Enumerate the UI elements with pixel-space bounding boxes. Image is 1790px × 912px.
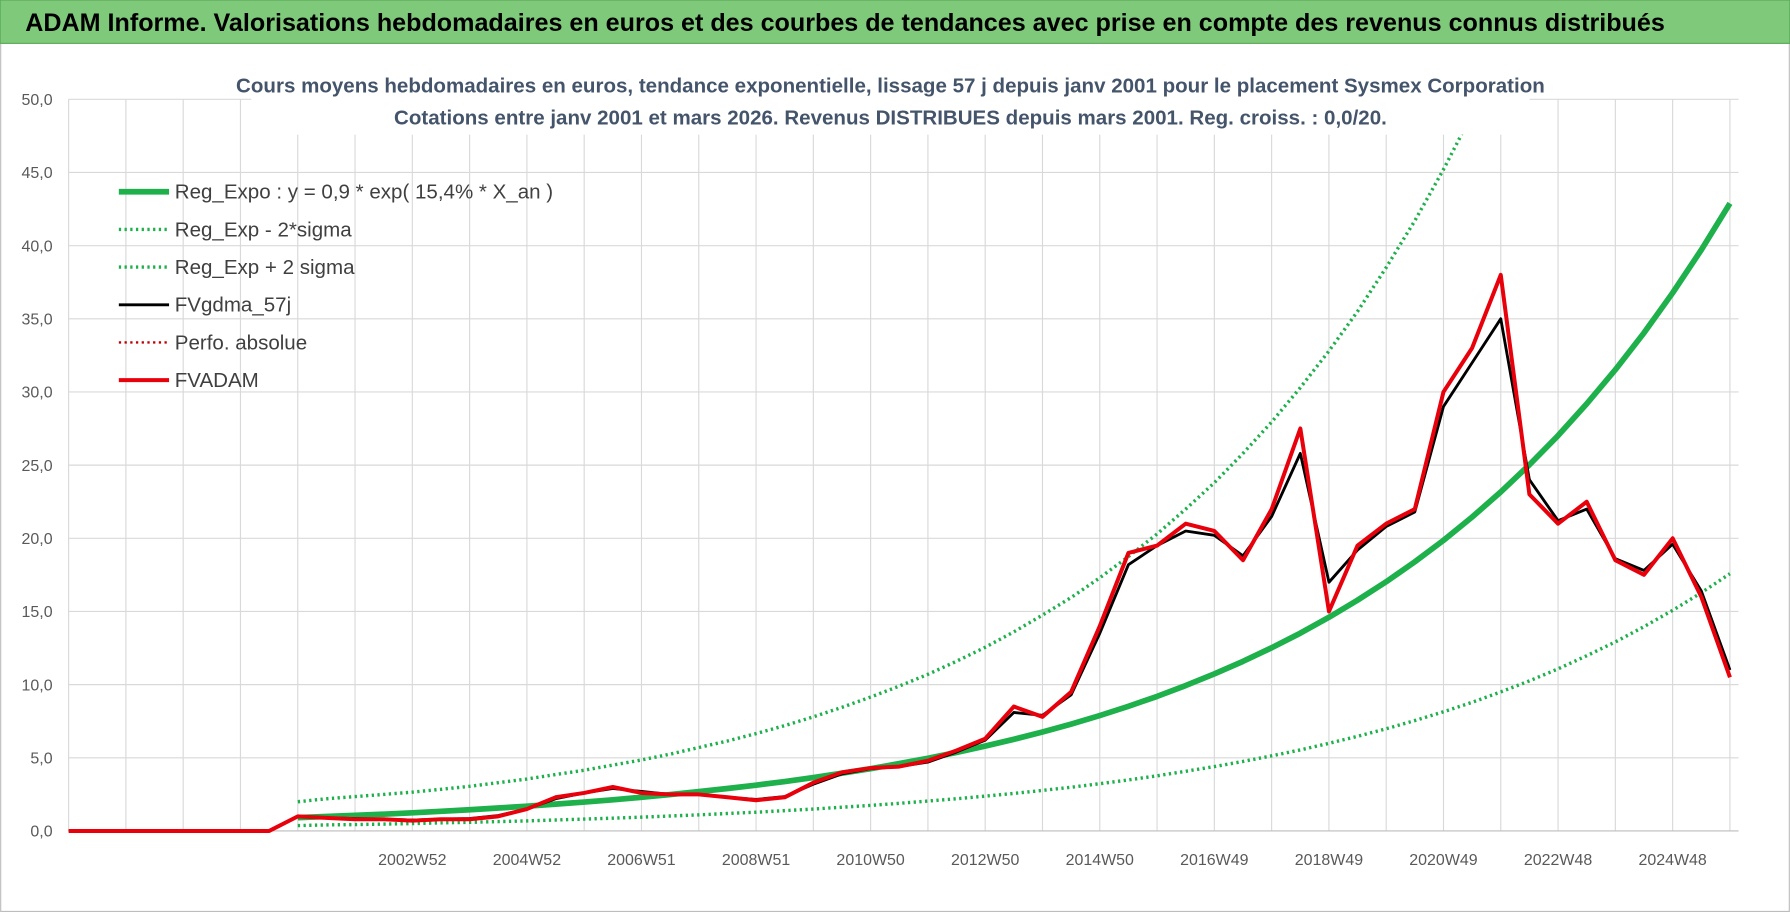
header-title: ADAM Informe. Valorisations hebdomadaire… — [25, 9, 1665, 37]
x-tick-label: 2012W50 — [951, 852, 1019, 869]
x-tick-label: 2006W51 — [607, 852, 675, 869]
series-line — [297, 91, 1485, 804]
legend: Reg_Expo : y = 0,9 * exp( 15,4% * X_an )… — [118, 181, 553, 392]
chart-title: Cours moyens hebdomadaires en euros, ten… — [236, 74, 1545, 97]
x-tick-label: 2010W50 — [836, 852, 904, 869]
legend-label: Reg_Exp - 2*sigma — [175, 218, 352, 241]
y-tick-label: 0,0 — [30, 824, 52, 841]
x-tick-label: 2008W51 — [722, 852, 790, 869]
x-tick-label: 2004W52 — [493, 852, 561, 869]
legend-label: Reg_Exp + 2 sigma — [175, 256, 355, 279]
x-tick-label: 2020W49 — [1409, 852, 1477, 869]
title-box — [251, 68, 1530, 135]
series-line — [297, 572, 1731, 828]
y-tick-label: 35,0 — [22, 312, 53, 329]
x-tick-label: 2024W48 — [1638, 852, 1706, 869]
y-tick-label: 15,0 — [22, 604, 53, 621]
grid: 0,0 5,0 10,0 15,0 20,0 25,0 30,0 35,0 40,0 45,0 50… — [22, 92, 1739, 869]
chart-subtitle: Cotations entre janv 2001 et mars 2026. … — [394, 106, 1387, 129]
x-tick-label: 2022W48 — [1524, 852, 1592, 869]
y-tick-label: 30,0 — [22, 385, 53, 402]
legend-label: FVgdma_57j — [175, 294, 291, 317]
y-tick-label: 40,0 — [22, 238, 53, 255]
y-tick-label: 45,0 — [22, 165, 53, 182]
series-line — [68, 272, 1732, 833]
legend-label: FVADAM — [175, 369, 259, 392]
y-tick-label: 25,0 — [22, 458, 53, 475]
y-tick-label: 5,0 — [30, 751, 52, 768]
x-tick-label: 2016W49 — [1180, 852, 1248, 869]
x-tick-label: 2018W49 — [1295, 852, 1363, 869]
x-tick-label: 2002W52 — [378, 852, 446, 869]
legend-label: Reg_Expo : y = 0,9 * exp( 15,4% * X_an ) — [175, 181, 553, 204]
y-tick-label: 10,0 — [22, 677, 53, 694]
y-tick-label: 50,0 — [22, 92, 53, 109]
y-tick-label: 20,0 — [22, 531, 53, 548]
header-bar — [0, 0, 1790, 44]
plot — [68, 91, 1733, 833]
x-tick-label: 2014W50 — [1066, 852, 1134, 869]
legend-label: Perfo. absolue — [175, 331, 307, 354]
